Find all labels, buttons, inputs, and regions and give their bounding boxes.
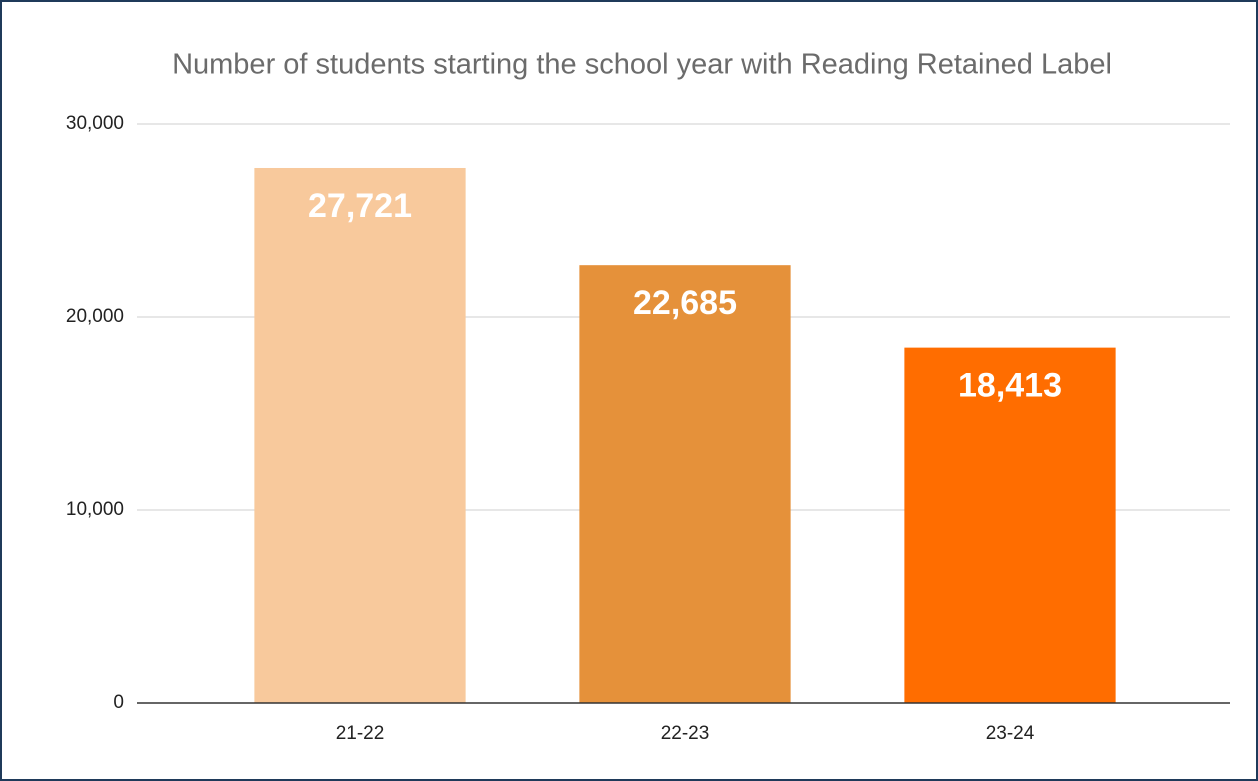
bar [579, 265, 791, 703]
y-tick-label: 0 [113, 692, 124, 713]
x-tick-label: 21-22 [336, 723, 385, 744]
y-tick-label: 20,000 [66, 306, 124, 327]
x-tick-label: 23-24 [986, 723, 1035, 744]
chart-title: Number of students starting the school y… [172, 49, 1112, 81]
y-tick-label: 30,000 [66, 113, 124, 134]
value-label: 27,721 [308, 187, 412, 225]
bar [254, 167, 466, 704]
bar [904, 347, 1116, 703]
value-label: 22,685 [633, 284, 737, 322]
value-label: 18,413 [958, 367, 1062, 405]
x-tick-label: 22-23 [661, 723, 710, 744]
y-tick-label: 10,000 [66, 499, 124, 520]
